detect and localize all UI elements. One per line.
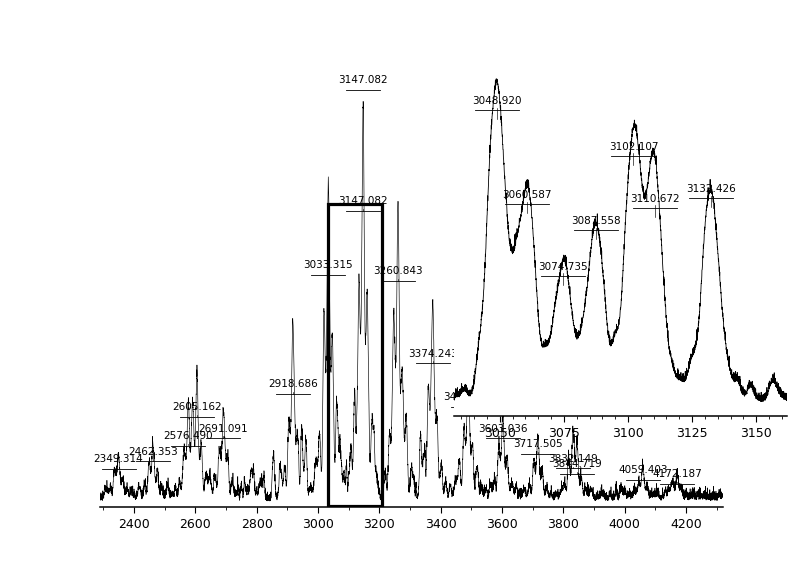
Bar <box>328 205 382 507</box>
Text: 3374.243: 3374.243 <box>407 348 457 359</box>
Text: 3260.843: 3260.843 <box>373 266 423 276</box>
Text: 3489.952: 3489.952 <box>443 392 492 402</box>
Text: 3033.315: 3033.315 <box>303 260 353 270</box>
Text: 3102.107: 3102.107 <box>608 142 658 152</box>
Text: 3110.672: 3110.672 <box>630 194 679 203</box>
Text: 4059.403: 4059.403 <box>618 465 666 475</box>
Text: 3147.082: 3147.082 <box>338 196 387 206</box>
Text: 2605.162: 2605.162 <box>172 402 221 412</box>
Text: 3832.149: 3832.149 <box>548 454 597 463</box>
Text: 3844.719: 3844.719 <box>552 459 602 469</box>
Text: 3087.558: 3087.558 <box>570 217 620 226</box>
Text: 3048.920: 3048.920 <box>472 96 521 107</box>
Text: 3074.735: 3074.735 <box>538 262 587 272</box>
Text: 2691.091: 2691.091 <box>198 424 248 434</box>
Text: 4172.187: 4172.187 <box>652 469 702 479</box>
Text: 2576.490: 2576.490 <box>163 431 213 441</box>
Text: 2349.314: 2349.314 <box>94 454 144 464</box>
Text: 2462.353: 2462.353 <box>128 447 178 457</box>
Text: 3603.036: 3603.036 <box>477 424 527 434</box>
Text: 3717.505: 3717.505 <box>512 439 562 449</box>
Text: 2918.686: 2918.686 <box>268 380 318 389</box>
Text: 3060.587: 3060.587 <box>501 190 551 201</box>
Text: 3132.426: 3132.426 <box>686 184 735 194</box>
Text: 3147.082: 3147.082 <box>338 75 387 85</box>
